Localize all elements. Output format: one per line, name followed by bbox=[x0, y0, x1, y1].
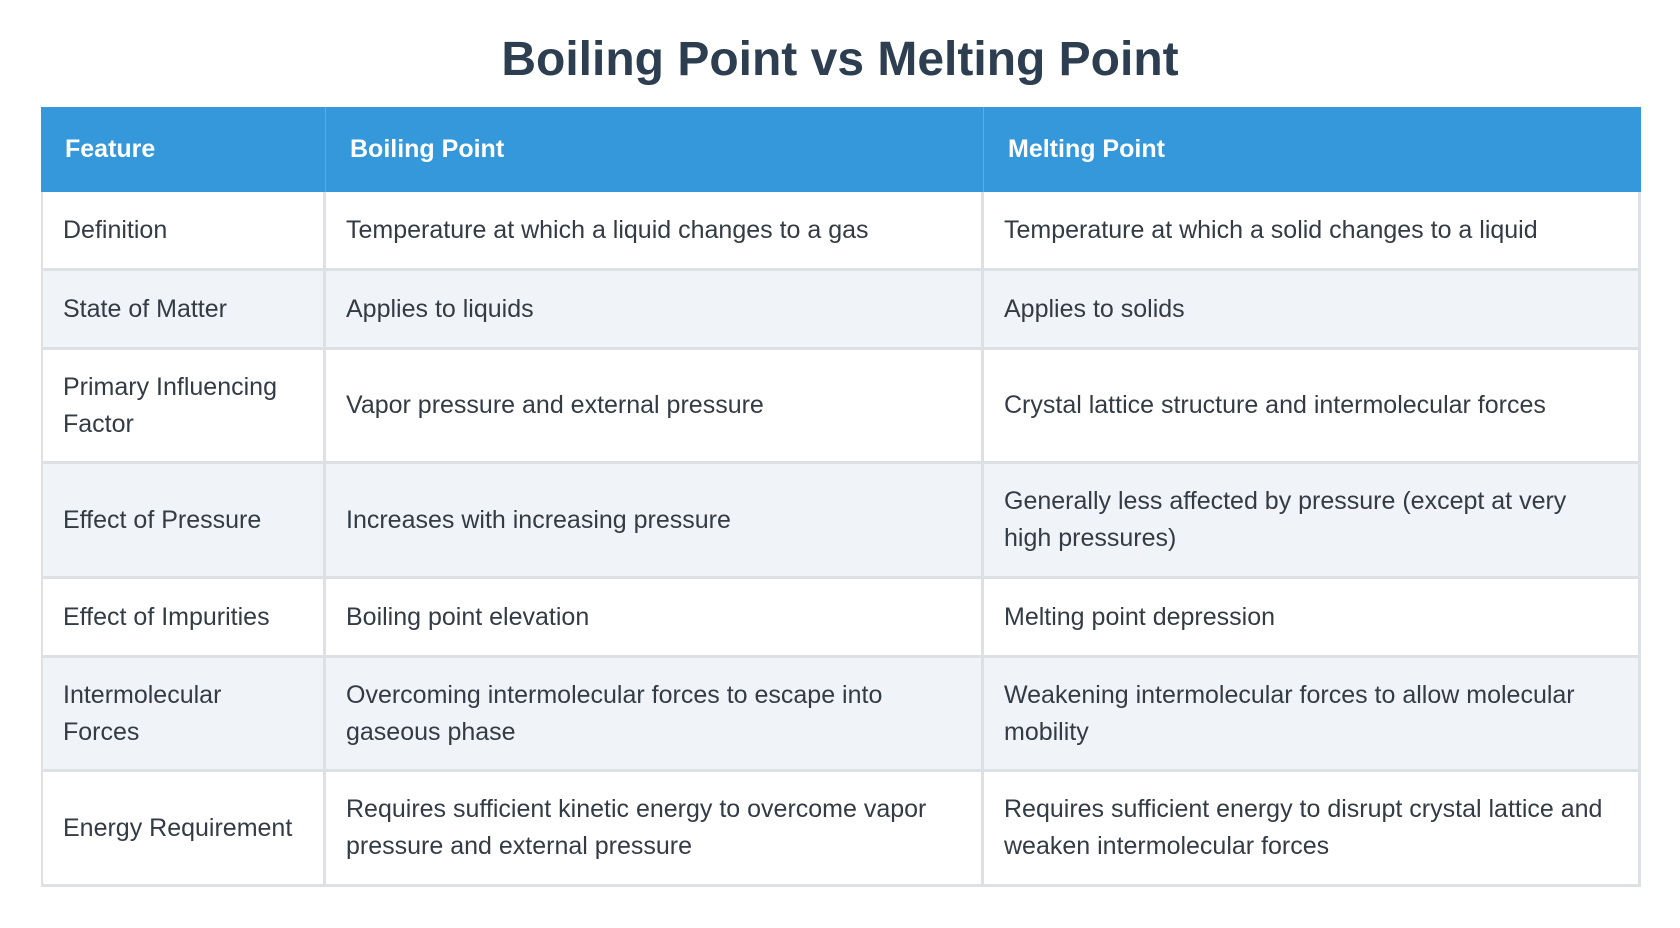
table-row: Definition Temperature at which a liquid… bbox=[41, 192, 1641, 271]
feature-cell: Effect of Impurities bbox=[41, 579, 326, 658]
boiling-point-cell: Vapor pressure and external pressure bbox=[326, 350, 984, 464]
boiling-point-cell: Temperature at which a liquid changes to… bbox=[326, 192, 984, 271]
melting-point-cell: Crystal lattice structure and intermolec… bbox=[984, 350, 1641, 464]
comparison-table: Feature Boiling Point Melting Point Defi… bbox=[41, 107, 1641, 887]
melting-point-cell: Melting point depression bbox=[984, 579, 1641, 658]
boiling-point-cell: Requires sufficient kinetic energy to ov… bbox=[326, 772, 984, 887]
boiling-point-cell: Boiling point elevation bbox=[326, 579, 984, 658]
feature-cell: Definition bbox=[41, 192, 326, 271]
page-title: Boiling Point vs Melting Point bbox=[501, 33, 1179, 86]
header-row: Feature Boiling Point Melting Point bbox=[41, 107, 1641, 192]
table-header: Feature Boiling Point Melting Point bbox=[41, 107, 1641, 192]
melting-point-cell: Temperature at which a solid changes to … bbox=[984, 192, 1641, 271]
boiling-point-cell: Applies to liquids bbox=[326, 271, 984, 350]
melting-point-cell: Applies to solids bbox=[984, 271, 1641, 350]
table-row: Intermolecular Forces Overcoming intermo… bbox=[41, 658, 1641, 772]
table-row: Effect of Pressure Increases with increa… bbox=[41, 464, 1641, 579]
feature-cell: State of Matter bbox=[41, 271, 326, 350]
feature-cell: Effect of Pressure bbox=[41, 464, 326, 579]
column-header-feature: Feature bbox=[41, 107, 326, 192]
column-header-melting-point: Melting Point bbox=[984, 107, 1641, 192]
melting-point-cell: Weakening intermolecular forces to allow… bbox=[984, 658, 1641, 772]
table-body: Definition Temperature at which a liquid… bbox=[41, 192, 1641, 887]
table-row: Primary Influencing Factor Vapor pressur… bbox=[41, 350, 1641, 464]
feature-cell: Primary Influencing Factor bbox=[41, 350, 326, 464]
table-row: Effect of Impurities Boiling point eleva… bbox=[41, 579, 1641, 658]
column-header-boiling-point: Boiling Point bbox=[326, 107, 984, 192]
feature-cell: Intermolecular Forces bbox=[41, 658, 326, 772]
feature-cell: Energy Requirement bbox=[41, 772, 326, 887]
table-row: State of Matter Applies to liquids Appli… bbox=[41, 271, 1641, 350]
melting-point-cell: Generally less affected by pressure (exc… bbox=[984, 464, 1641, 579]
boiling-point-cell: Increases with increasing pressure bbox=[326, 464, 984, 579]
boiling-point-cell: Overcoming intermolecular forces to esca… bbox=[326, 658, 984, 772]
table-row: Energy Requirement Requires sufficient k… bbox=[41, 772, 1641, 887]
melting-point-cell: Requires sufficient energy to disrupt cr… bbox=[984, 772, 1641, 887]
